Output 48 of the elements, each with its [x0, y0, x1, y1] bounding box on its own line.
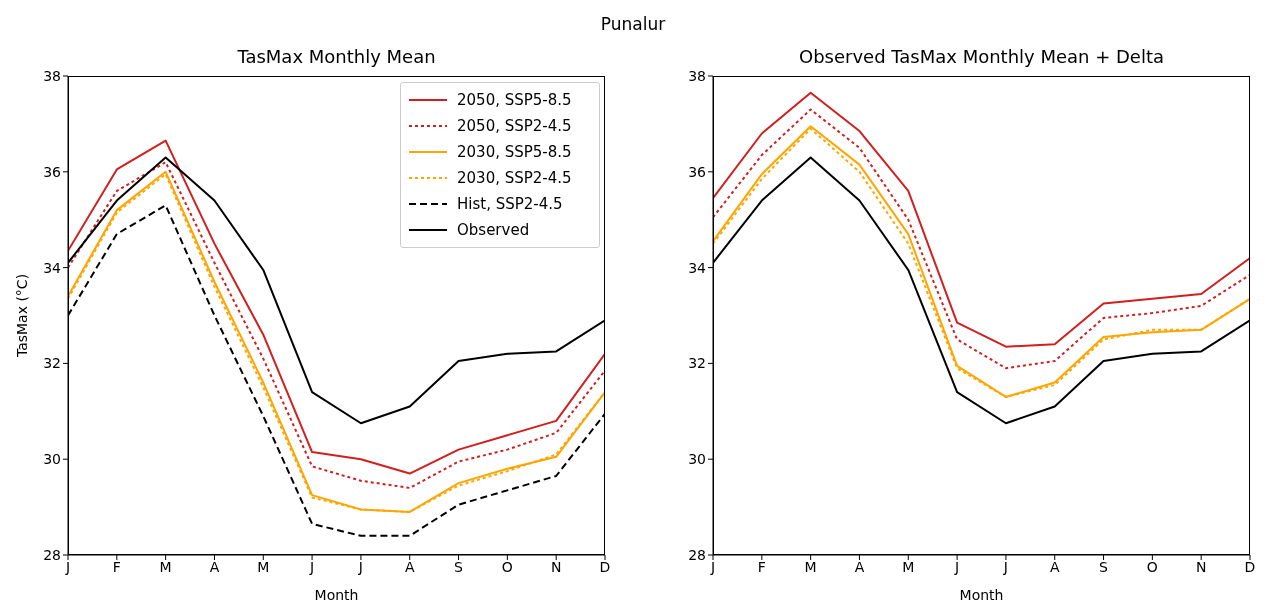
x-tick-label: J	[357, 558, 363, 575]
y-tick-label: 38	[688, 67, 706, 84]
y-tick-label: 28	[688, 546, 706, 563]
x-tick-label: M	[257, 558, 270, 575]
y-tick-label: 32	[688, 355, 706, 372]
x-tick-label: F	[112, 558, 121, 575]
x-tick-label: S	[1099, 558, 1109, 575]
x-tick-label: J	[309, 558, 315, 575]
x-tick-label: S	[454, 558, 464, 575]
chart-title: Observed TasMax Monthly Mean + Delta	[797, 46, 1166, 67]
x-tick-label: N	[1195, 558, 1207, 575]
x-tick-label: M	[804, 558, 817, 575]
x-tick-label: A	[1049, 558, 1060, 575]
legend-label: 2030, SSP5-8.5	[457, 143, 572, 161]
x-tick-label: J	[64, 558, 71, 575]
legend-label: 2050, SSP5-8.5	[457, 91, 572, 109]
x-axis-title: Month	[959, 587, 1004, 603]
y-tick-label: 30	[43, 451, 61, 468]
text: Punalur	[599, 14, 667, 34]
y-tick-label: 38	[43, 67, 61, 84]
legend-label: Observed	[457, 221, 530, 239]
y-tick-label: 32	[43, 355, 61, 372]
x-tick-label: N	[550, 558, 562, 575]
y-axis-title: TasMax (°C)	[13, 273, 30, 359]
x-tick-label: J	[1002, 558, 1008, 575]
x-tick-label: A	[209, 558, 220, 575]
legend-label: Hist, SSP2-4.5	[457, 195, 563, 213]
x-tick-label: O	[501, 558, 513, 575]
x-tick-label: J	[709, 558, 716, 575]
x-tick-label: F	[757, 558, 766, 575]
x-tick-label: J	[954, 558, 960, 575]
x-tick-label: D	[599, 558, 611, 575]
x-tick-label: D	[1244, 558, 1256, 575]
x-axis-title: Month	[314, 587, 359, 603]
x-tick-label: O	[1146, 558, 1158, 575]
y-tick-label: 28	[43, 546, 61, 563]
legend-label: 2030, SSP2-4.5	[457, 169, 572, 187]
y-tick-label: 34	[43, 259, 62, 276]
legend-label: 2050, SSP2-4.5	[457, 117, 572, 135]
y-tick-label: 36	[688, 163, 707, 180]
x-tick-label: M	[159, 558, 172, 575]
y-tick-label: 36	[43, 163, 62, 180]
x-tick-label: M	[902, 558, 915, 575]
x-tick-label: A	[404, 558, 415, 575]
y-tick-label: 30	[688, 451, 706, 468]
y-tick-label: 34	[688, 259, 707, 276]
x-tick-label: A	[854, 558, 865, 575]
chart-title: TasMax Monthly Mean	[236, 46, 437, 67]
